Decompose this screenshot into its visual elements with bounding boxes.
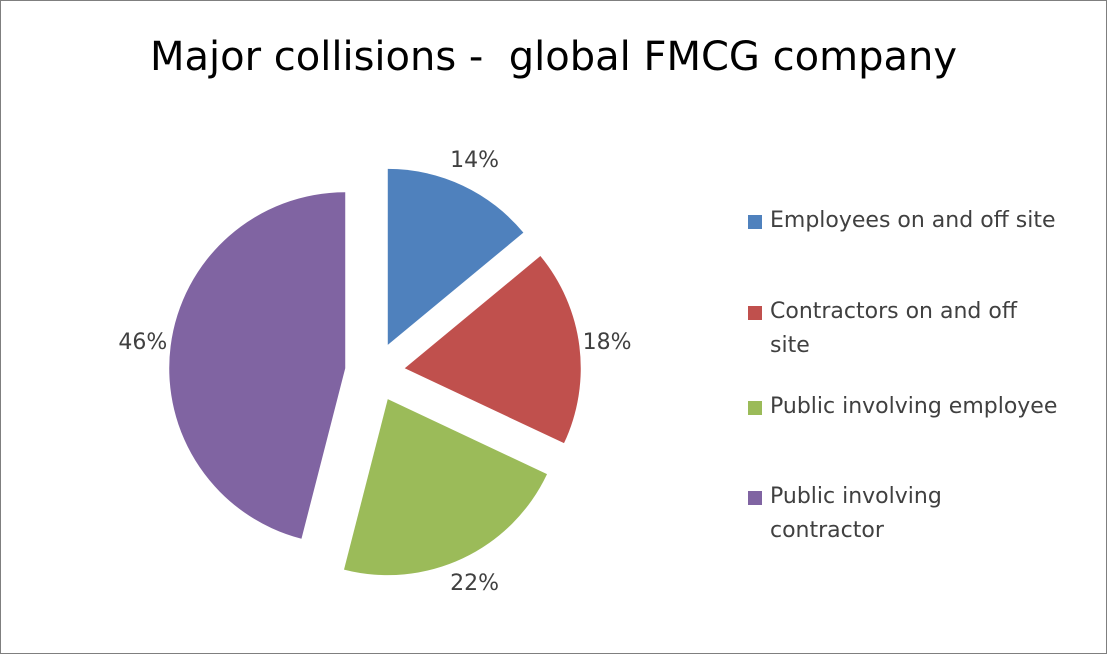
pie-slice-contractors: [404, 256, 581, 444]
legend-swatch-public-contractor: [748, 491, 762, 505]
data-label-employees: 14%: [450, 147, 500, 173]
legend-label-line: Public involving employee: [770, 394, 1058, 419]
data-label-contractors: 18%: [582, 330, 632, 356]
data-label-public-contractor: 46%: [118, 330, 168, 356]
legend-label-line: contractor: [770, 518, 884, 543]
legend: Employees on and off site Contractors on…: [748, 0, 1098, 654]
pie-slice-public-employee: [344, 399, 548, 576]
legend-swatch-employees: [748, 215, 762, 229]
legend-label-public-employee: Public involving employee: [770, 390, 1100, 424]
legend-label-public-contractor: Public involving contractor: [770, 480, 1100, 548]
legend-swatch-contractors: [748, 306, 762, 320]
legend-label-line: Public involving: [770, 484, 942, 509]
legend-label-line: Contractors on and off: [770, 299, 1017, 324]
data-label-public-employee: 22%: [450, 571, 500, 597]
legend-label-line: Employees on and off site: [770, 208, 1056, 233]
legend-swatch-public-employee: [748, 401, 762, 415]
legend-label-line: site: [770, 333, 810, 358]
legend-label-contractors: Contractors on and off site: [770, 295, 1100, 363]
pie-slice-public-contractor: [169, 192, 346, 539]
legend-label-employees: Employees on and off site: [770, 204, 1100, 238]
pie-slice-employees: [387, 168, 524, 345]
chart-title: Major collisions - global FMCG company: [150, 34, 957, 80]
